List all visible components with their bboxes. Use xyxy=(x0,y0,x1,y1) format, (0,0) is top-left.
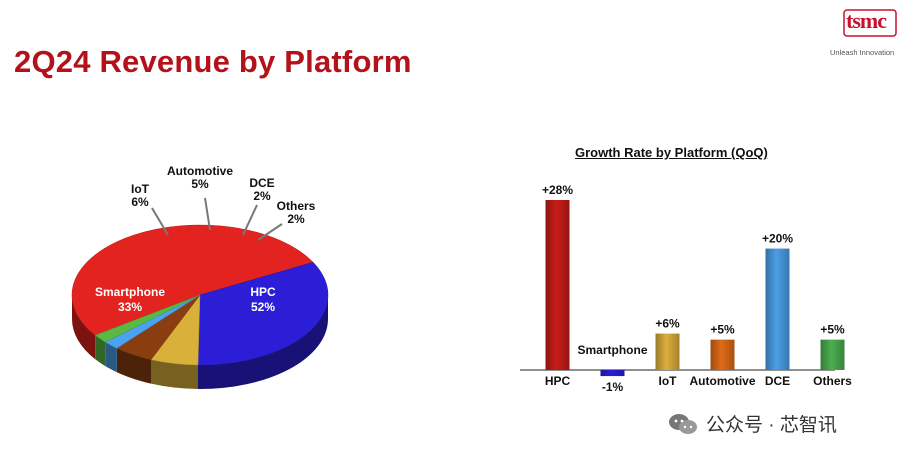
pie-label-others: Others xyxy=(277,199,316,213)
bar-category-others: Others xyxy=(813,374,852,388)
pie-leader-iot xyxy=(151,207,169,236)
pie-side-automotive xyxy=(116,348,152,384)
pie-side-iot xyxy=(151,359,198,389)
bar-value-dce: +20% xyxy=(762,232,793,246)
pie-label-hpc: HPC xyxy=(250,285,276,299)
pie-leader-automotive xyxy=(204,197,211,231)
pie-value-iot: 6% xyxy=(131,195,149,209)
pie-slice-smartphone xyxy=(197,261,329,366)
pie-side-smartphone xyxy=(197,295,328,389)
pie-value-others: 2% xyxy=(287,212,305,226)
logo-emblem-icon xyxy=(843,9,897,37)
pie-side-dce xyxy=(105,342,117,373)
pie-label-smartphone: Smartphone xyxy=(95,285,165,299)
bar-value-hpc: +28% xyxy=(542,183,573,197)
bar-value-automotive: +5% xyxy=(710,323,735,337)
pie-tops xyxy=(71,224,329,366)
pie-label-automotive: Automotive xyxy=(167,164,233,178)
bar-category-hpc: HPC xyxy=(545,374,571,388)
bar-smartphone xyxy=(600,370,625,377)
pie-slice-hpc xyxy=(71,224,314,336)
logo-word: tsmc xyxy=(846,8,887,33)
pie-leader-others xyxy=(257,223,283,241)
bar-value-smartphone: -1% xyxy=(602,380,624,394)
pie-side-hpc xyxy=(72,295,96,360)
pie-slice-others xyxy=(94,294,201,343)
watermark-text: 公众号 · 芯智讯 xyxy=(706,415,837,436)
bar-hpc xyxy=(545,200,570,370)
bar-category-iot: IoT xyxy=(659,374,678,388)
logo-tagline: Unleash Innovation xyxy=(830,48,895,57)
pie-value-hpc: 52% xyxy=(251,300,275,314)
pie-value-automotive: 5% xyxy=(191,177,209,191)
bar-value-iot: +6% xyxy=(655,317,680,331)
pie-side-others xyxy=(95,335,106,367)
pie-label-dce: DCE xyxy=(249,176,274,190)
watermark: 公众号 · 芯智讯 xyxy=(668,410,837,437)
pie-value-dce: 2% xyxy=(253,189,271,203)
bar-value-others: +5% xyxy=(820,323,845,337)
bar-automotive xyxy=(710,339,735,370)
bar-category-dce: DCE xyxy=(765,374,790,388)
pie-label-iot: IoT xyxy=(131,182,150,196)
bar-category-automotive: Automotive xyxy=(690,374,756,388)
bar-iot xyxy=(655,333,680,370)
tsmc-logo: tsmc Unleash Innovation xyxy=(830,6,910,62)
bar-dce xyxy=(765,248,790,370)
bar-chart-title: Growth Rate by Platform (QoQ) xyxy=(575,145,768,160)
wechat-icon xyxy=(669,413,697,434)
pie-leader-dce xyxy=(242,204,258,236)
bar-category-smartphone: Smartphone xyxy=(577,343,647,357)
bar-others xyxy=(820,339,845,370)
pie-value-smartphone: 33% xyxy=(118,300,142,314)
pie-sides xyxy=(72,295,328,389)
slide-title: 2Q24 Revenue by Platform xyxy=(14,44,412,79)
bar-chart: +28% HPC -1% Smartphone +6% IoT +5% Automotive +… xyxy=(520,183,852,394)
